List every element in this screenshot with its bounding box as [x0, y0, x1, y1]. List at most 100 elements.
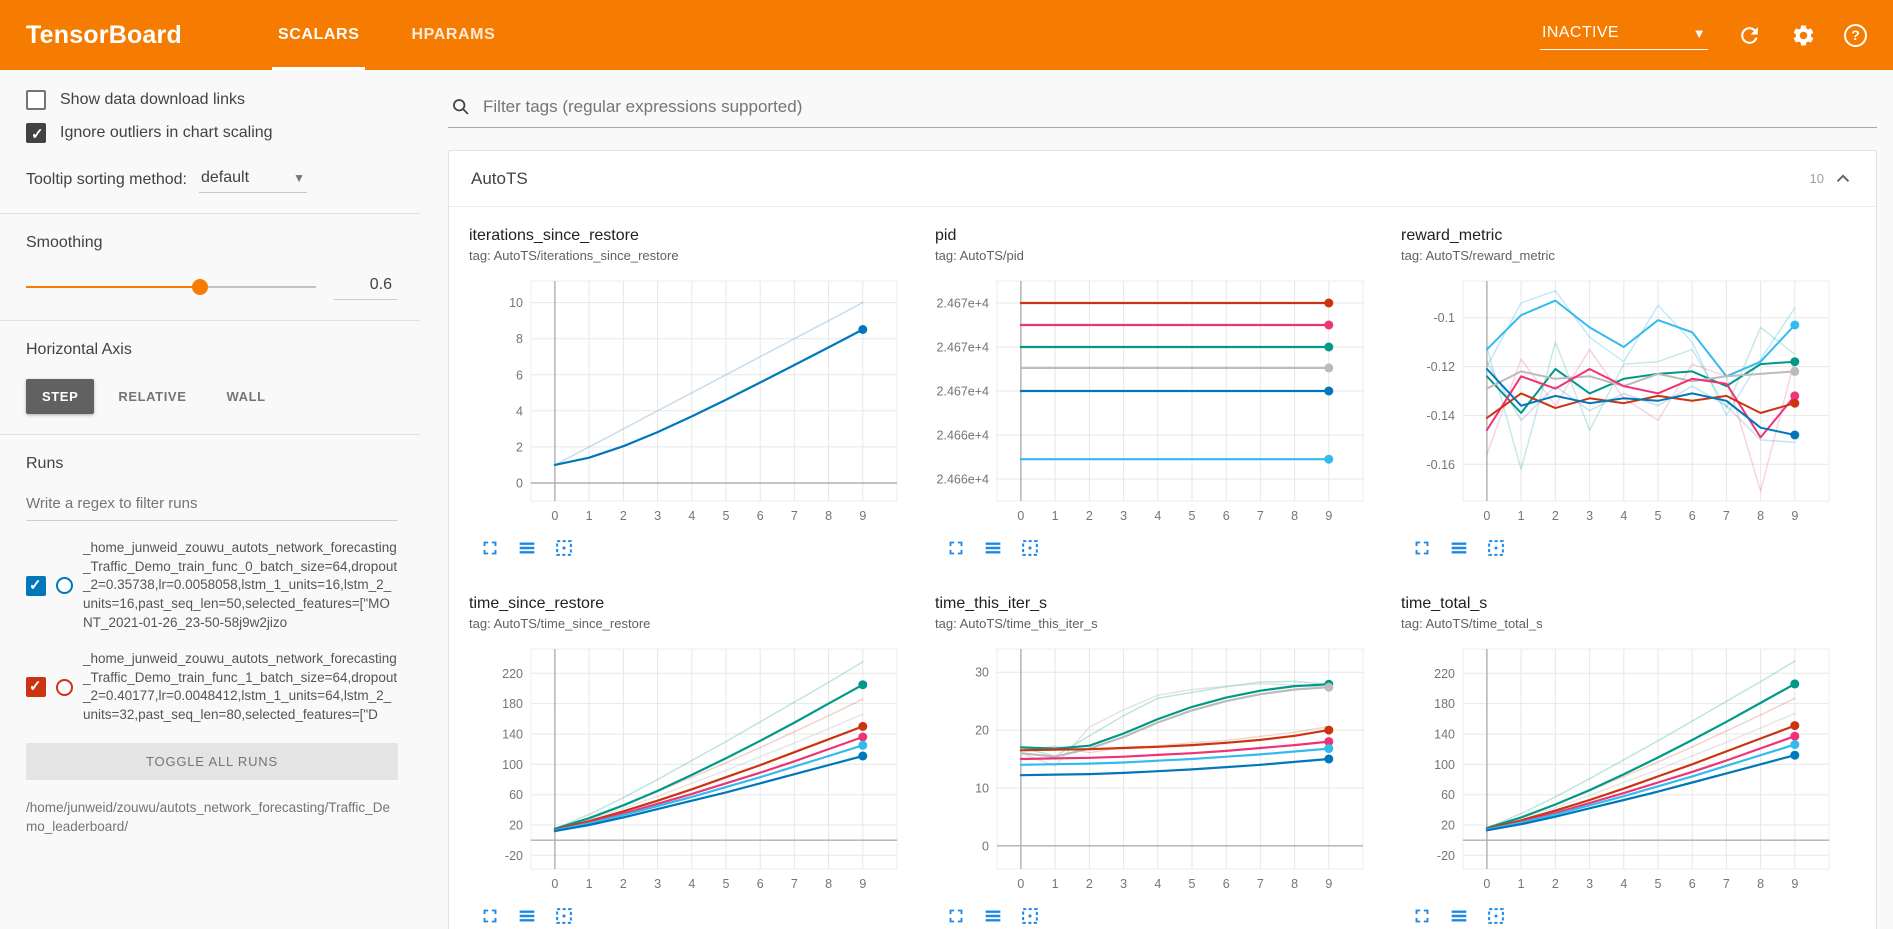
svg-text:0: 0 [551, 509, 558, 523]
app-header: TensorBoard SCALARS HPARAMS INACTIVE ▼ ? [0, 0, 1893, 70]
data-table-icon[interactable] [516, 537, 538, 559]
help-icon[interactable]: ? [1844, 23, 1867, 47]
tag-filter-input[interactable] [483, 96, 1875, 117]
svg-text:2: 2 [1552, 509, 1559, 523]
chart-toolbar [935, 905, 1375, 927]
data-table-icon[interactable] [982, 537, 1004, 559]
run-name[interactable]: _home_junweid_zouwu_autots_network_forec… [83, 540, 398, 630]
svg-text:30: 30 [975, 666, 989, 680]
fit-domain-icon[interactable] [1019, 905, 1041, 927]
run-name[interactable]: _home_junweid_zouwu_autots_network_forec… [83, 651, 398, 722]
svg-text:5: 5 [1189, 509, 1196, 523]
svg-text:-0.14: -0.14 [1427, 409, 1456, 423]
svg-text:8: 8 [516, 332, 523, 346]
chart-plot[interactable]: 220 180 140 100 60 20 -20 0 1 2 3 4 5 6 7 8 9 [1401, 637, 1841, 903]
chart-toolbar [935, 537, 1375, 559]
svg-text:1: 1 [586, 877, 593, 891]
data-table-icon[interactable] [1448, 905, 1470, 927]
data-table-icon[interactable] [1448, 537, 1470, 559]
status-dropdown-value: INACTIVE [1542, 24, 1619, 41]
svg-text:6: 6 [1689, 877, 1696, 891]
chart-plot[interactable]: -0.1 -0.12 -0.14 -0.16 0 1 2 3 4 5 6 7 8 9 [1401, 269, 1841, 535]
svg-text:4: 4 [1154, 509, 1161, 523]
expand-icon[interactable] [945, 537, 967, 559]
status-dropdown[interactable]: INACTIVE ▼ [1540, 20, 1708, 50]
svg-text:2.467e+4: 2.467e+4 [937, 385, 990, 399]
fit-domain-icon[interactable] [553, 905, 575, 927]
run-radio[interactable] [56, 678, 73, 696]
header-tabs: SCALARS HPARAMS [252, 0, 521, 70]
svg-text:6: 6 [1223, 877, 1230, 891]
svg-text:3: 3 [1120, 509, 1127, 523]
tooltip-sorting-dropdown[interactable]: default ▼ [198, 167, 307, 193]
svg-text:8: 8 [1291, 509, 1298, 523]
settings-icon[interactable] [1790, 22, 1816, 48]
svg-text:7: 7 [791, 509, 798, 523]
tab-hparams[interactable]: HPARAMS [411, 26, 496, 43]
chart-plot[interactable]: 30 20 10 0 0 1 2 3 4 5 6 7 8 9 [935, 637, 1375, 903]
chart-tag: tag: AutoTS/pid [935, 248, 1024, 263]
expand-icon[interactable] [479, 537, 501, 559]
tag-filter-row [448, 94, 1877, 128]
chart-title: time_total_s [1401, 595, 1488, 612]
svg-text:7: 7 [1257, 877, 1264, 891]
expand-icon[interactable] [479, 905, 501, 927]
ignore-outliers-label: Ignore outliers in chart scaling [60, 124, 273, 141]
expand-icon[interactable] [1411, 537, 1433, 559]
axis-button-step[interactable]: STEP [26, 379, 95, 414]
axis-button-wall[interactable]: WALL [210, 379, 281, 414]
horizontal-axis-buttons: STEP RELATIVE WALL [26, 379, 398, 414]
toggle-all-runs-button[interactable]: TOGGLE ALL RUNS [26, 742, 398, 780]
svg-text:0: 0 [982, 839, 989, 853]
svg-text:220: 220 [502, 667, 523, 681]
axis-button-relative[interactable]: RELATIVE [102, 379, 202, 414]
chevron-up-icon[interactable] [1832, 168, 1854, 190]
chart-toolbar [1401, 905, 1841, 927]
tab-scalars[interactable]: SCALARS [252, 0, 386, 70]
chart-card: iterations_since_restore tag: AutoTS/iter… [469, 227, 909, 559]
svg-text:6: 6 [1223, 509, 1230, 523]
smoothing-slider-thumb[interactable] [192, 279, 208, 295]
svg-text:2.466e+4: 2.466e+4 [937, 429, 990, 443]
runs-filter-input[interactable] [26, 489, 398, 521]
chevron-down-icon: ▼ [1692, 25, 1706, 41]
fit-domain-icon[interactable] [1485, 905, 1507, 927]
svg-text:0: 0 [1483, 877, 1490, 891]
expand-icon[interactable] [1411, 905, 1433, 927]
fit-domain-icon[interactable] [553, 537, 575, 559]
chart-title: reward_metric [1401, 227, 1503, 244]
data-table-icon[interactable] [516, 905, 538, 927]
fit-domain-icon[interactable] [1485, 537, 1507, 559]
show-download-checkbox[interactable] [26, 90, 46, 110]
ignore-outliers-checkbox[interactable] [26, 123, 46, 143]
svg-text:180: 180 [1434, 697, 1455, 711]
chart-plot[interactable]: 2.467e+4 2.467e+4 2.467e+4 2.466e+4 2.466e+4… [935, 269, 1375, 535]
expand-icon[interactable] [945, 905, 967, 927]
svg-text:9: 9 [859, 509, 866, 523]
data-table-icon[interactable] [982, 905, 1004, 927]
svg-text:6: 6 [516, 368, 523, 382]
app-title: TensorBoard [26, 20, 182, 49]
svg-text:0: 0 [1483, 509, 1490, 523]
svg-text:3: 3 [654, 509, 661, 523]
svg-text:-0.12: -0.12 [1427, 360, 1456, 374]
run-checkbox[interactable] [26, 575, 46, 596]
svg-text:5: 5 [723, 877, 730, 891]
smoothing-value[interactable]: 0.6 [334, 274, 398, 300]
chart-tag: tag: AutoTS/reward_metric [1401, 248, 1555, 263]
svg-text:4: 4 [688, 877, 695, 891]
chart-plot[interactable]: 220 180 140 100 60 20 -20 0 1 2 3 4 5 6 7 8 9 [469, 637, 909, 903]
runs-label: Runs [26, 455, 64, 472]
refresh-icon[interactable] [1736, 22, 1762, 48]
chart-plot[interactable]: 0 2 4 6 8 10 0 1 2 3 4 5 6 7 8 9 [469, 269, 909, 535]
run-radio[interactable] [56, 577, 73, 595]
autots-section-header[interactable]: AutoTS 10 [449, 151, 1876, 207]
smoothing-slider[interactable] [26, 279, 316, 295]
run-checkbox[interactable] [26, 677, 46, 698]
svg-text:100: 100 [1434, 758, 1455, 772]
svg-text:100: 100 [502, 758, 523, 772]
svg-text:8: 8 [1757, 877, 1764, 891]
fit-domain-icon[interactable] [1019, 537, 1041, 559]
svg-text:20: 20 [975, 724, 989, 738]
